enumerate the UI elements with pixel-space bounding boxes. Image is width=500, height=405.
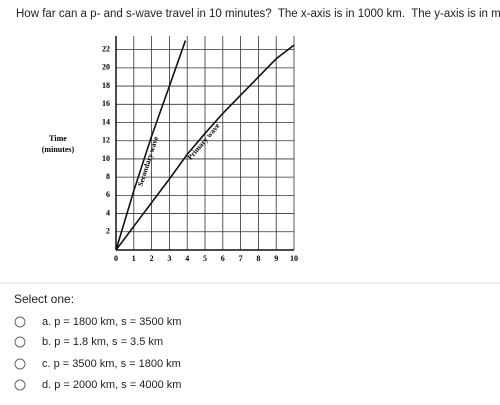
x-tick-label: 5 (203, 254, 207, 263)
radio-button[interactable] (14, 358, 26, 370)
y-tick-label: 20 (102, 63, 110, 72)
y-tick-label: 18 (102, 81, 110, 90)
question: How far can a p- and s-wave travel in 10… (16, 8, 500, 20)
option-label[interactable]: d. p = 2000 km, s = 4000 km (42, 379, 181, 391)
y-axis-label: Time (49, 134, 67, 143)
x-tick-label: 10 (290, 254, 298, 263)
x-tick-label: 9 (274, 254, 278, 263)
x-tick-label: 1 (132, 254, 136, 263)
y-tick-label: 10 (102, 154, 110, 163)
line (115, 40, 187, 251)
y-tick-label: 16 (102, 99, 110, 108)
option-label[interactable]: c. p = 3500 km, s = 1800 km (42, 358, 181, 370)
x-tick-label: 4 (185, 254, 189, 263)
x-tick-label: 2 (150, 254, 154, 263)
radio-button[interactable] (14, 316, 26, 328)
prompt: Select one: (14, 292, 74, 306)
line (115, 44, 295, 251)
x-tick-label: 7 (239, 254, 243, 263)
x-tick-label: 6 (221, 254, 225, 263)
options[interactable]: a. p = 1800 km, s = 3500 km b. p = 1.8 km… (14, 316, 181, 391)
x-tick-label: 3 (167, 254, 171, 263)
option-label[interactable]: b. p = 1.8 km, s = 3.5 km (42, 336, 163, 348)
y-tick-label: 4 (106, 208, 110, 217)
y-tick-label: 2 (106, 227, 110, 236)
y-tick-label: 14 (102, 117, 110, 126)
x-tick-label: 8 (256, 254, 260, 263)
y-tick-label: 12 (102, 136, 110, 145)
x-tick-label: 0 (114, 254, 118, 263)
option-label[interactable]: a. p = 1800 km, s = 3500 km (42, 316, 181, 328)
y-tick-label: 6 (106, 190, 110, 199)
y-axis-label: (minutes) (42, 145, 75, 154)
y-tick-label: 8 (106, 172, 110, 181)
y-tick-label: 22 (102, 44, 110, 53)
radio-button[interactable] (14, 336, 26, 348)
radio-button[interactable] (14, 379, 26, 391)
